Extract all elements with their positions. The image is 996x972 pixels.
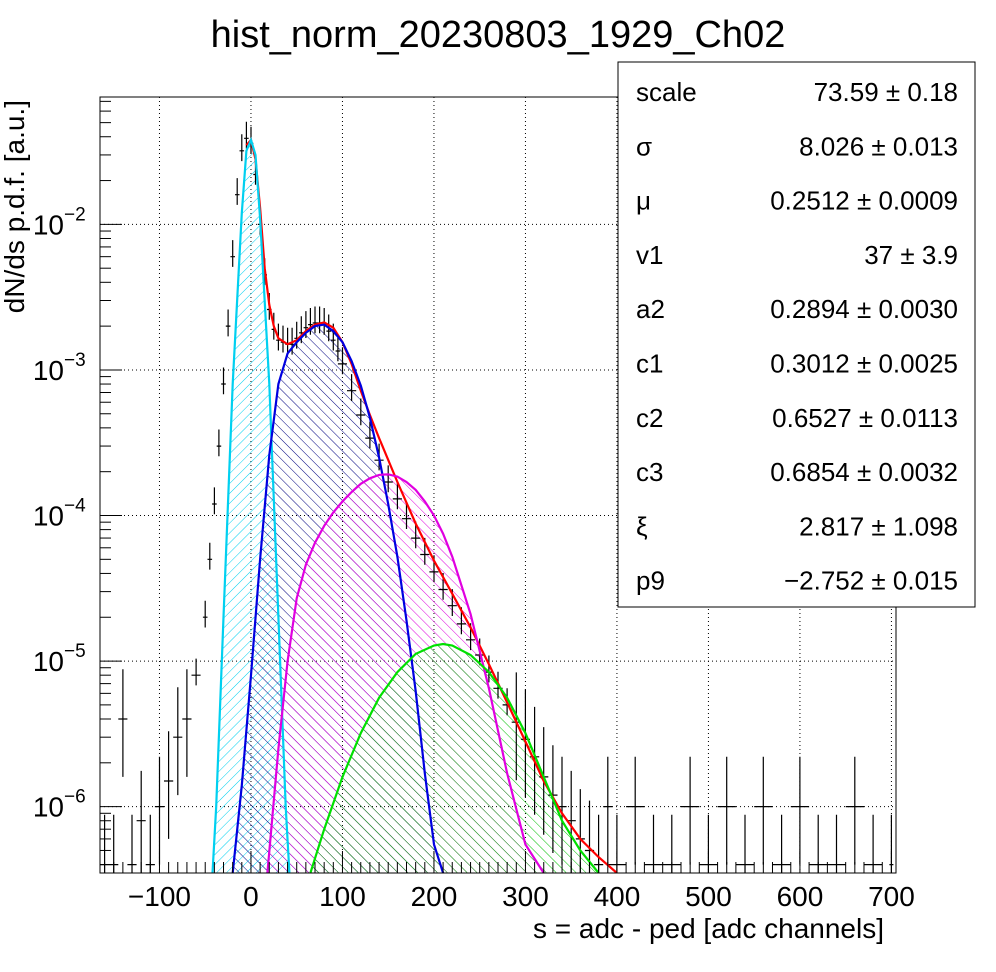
x-tick-label: 400 [594,881,641,912]
fit-curve-2 [231,323,445,873]
fit-param-name: c2 [636,403,663,433]
fit-param-value: −2.752 ± 0.015 [784,566,958,596]
y-tick-exponent: −2 [64,204,86,225]
fit-param-value: 73.59 ± 0.18 [814,77,958,107]
fit-param-name: c3 [636,457,663,487]
y-tick-label: 10 [33,209,64,240]
fit-param-name: a2 [636,294,665,324]
x-axis-label: s = adc - ped [adc channels] [533,913,884,944]
x-tick-label: 500 [685,881,732,912]
x-tick-label: 200 [411,881,458,912]
x-tick-label: −100 [128,881,191,912]
fit-param-value: 0.2894 ± 0.0030 [770,294,958,324]
fit-param-value: 8.026 ± 0.013 [799,131,958,161]
y-tick-label: 10 [33,792,64,823]
fit-param-value: 0.6527 ± 0.0113 [772,403,958,433]
fit-param-value: 0.6854 ± 0.0032 [770,457,958,487]
y-tick-label: 10 [33,501,64,532]
fit-curve-3 [266,473,545,873]
fit-curve-0 [245,137,618,873]
component-fills [212,140,599,873]
fit-param-name: σ [636,131,652,161]
fit-param-value: 0.3012 ± 0.0025 [770,349,958,379]
fit-curve-1 [211,136,291,873]
fit-param-name: μ [636,186,651,216]
chart-title: hist_norm_20230803_1929_Ch02 [211,14,786,56]
x-tick-label: 300 [502,881,549,912]
fit-stats-box: scale 73.59 ± 0.18 σ 8.026 ± 0.013 μ 0.2512 ±… [617,61,976,608]
fit-param-name: c1 [636,349,663,379]
y-tick-exponent: −3 [64,350,86,371]
fit-param-value: 2.817 ± 1.098 [799,511,958,541]
x-axis: −100 0 100 200 300 400 500 600 700 [104,851,915,912]
x-tick-label: 700 [868,881,915,912]
y-axis: 10−610−510−410−310−2 [33,100,122,866]
fit-curves [211,136,618,873]
y-tick-label: 10 [33,646,64,677]
fit-param-name: scale [636,77,697,107]
fit-param-value: 0.2512 ± 0.0009 [770,186,958,216]
component-fill-4 [310,644,599,873]
fit-curve-4 [309,642,600,873]
y-tick-exponent: −4 [64,496,86,517]
y-tick-exponent: −5 [64,641,86,662]
y-axis-label: dN/ds p.d.f. [a.u.] [0,100,30,313]
x-tick-label: 0 [243,881,259,912]
fit-param-name: ξ [636,511,648,541]
fit-param-name: p9 [636,566,665,596]
fit-param-value: 37 ± 3.9 [864,240,958,270]
fit-param-name: v1 [636,240,663,270]
y-tick-exponent: −6 [64,787,86,808]
x-tick-label: 100 [319,881,366,912]
y-tick-label: 10 [33,355,64,386]
x-tick-label: 600 [777,881,824,912]
